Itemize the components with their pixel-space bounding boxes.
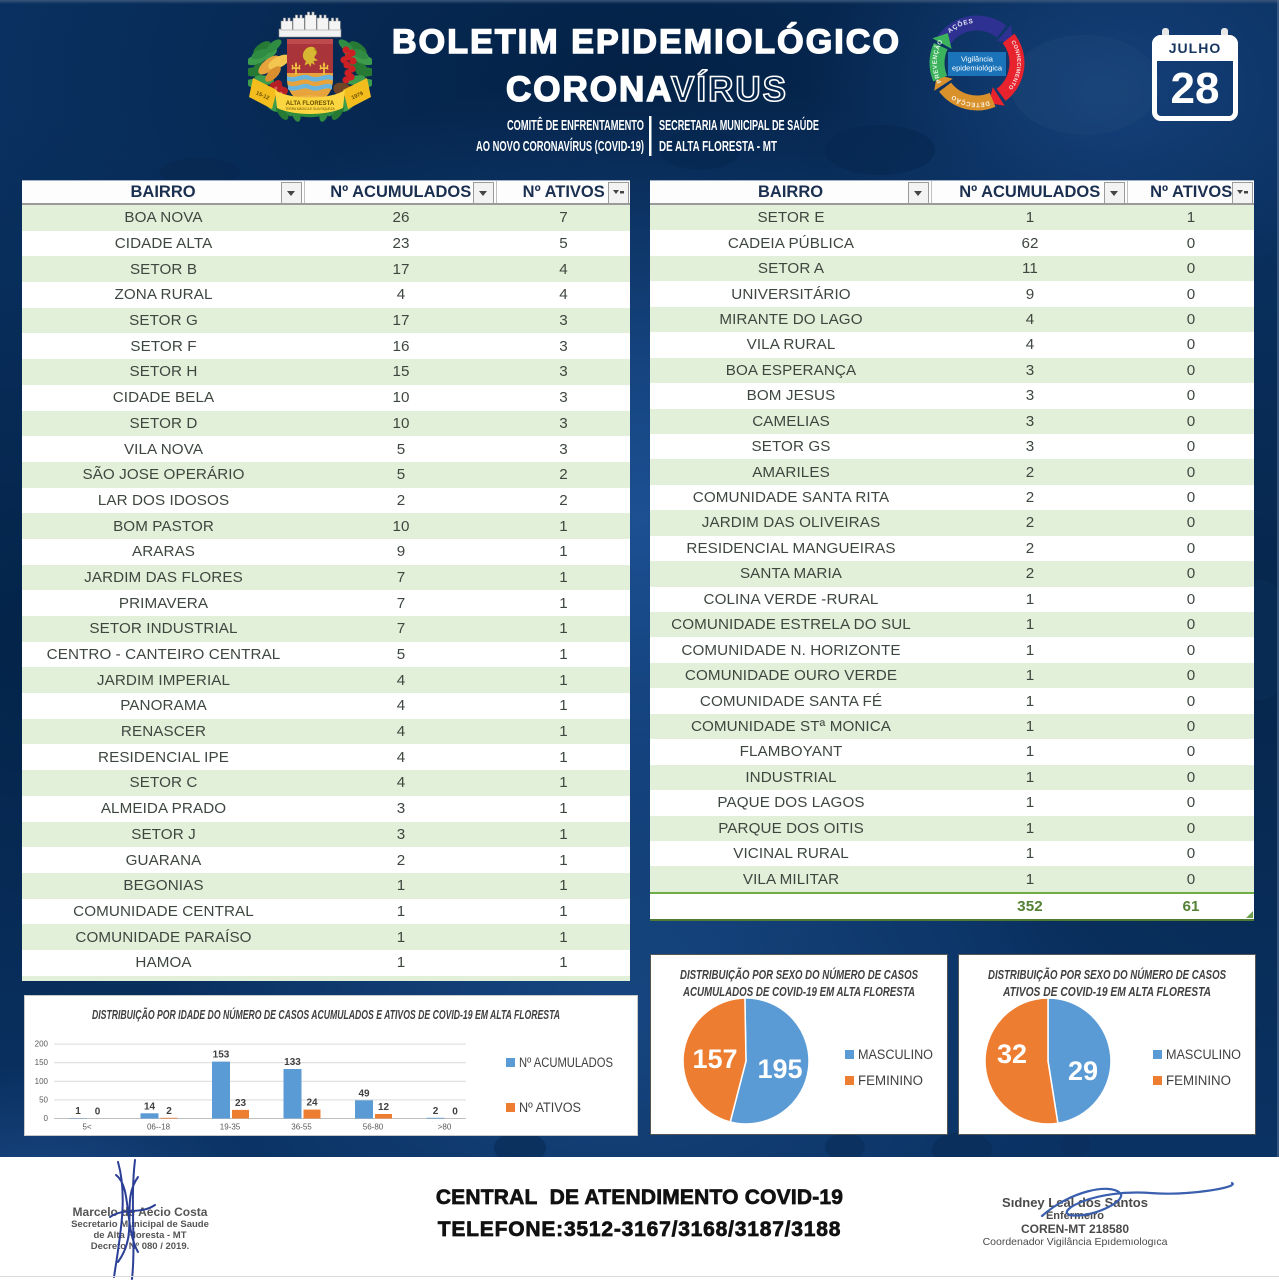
svg-text:DISTRIBUIÇÃO POR SEXO DO NÚMER: DISTRIBUIÇÃO POR SEXO DO NÚMERO DE CASOS bbox=[680, 967, 918, 982]
svg-text:2: 2 bbox=[166, 1106, 172, 1117]
svg-text:DISTRIBUIÇÃO POR SEXO DO NÚMER: DISTRIBUIÇÃO POR SEXO DO NÚMERO DE CASOS bbox=[988, 967, 1226, 982]
svg-text:SECRETARIA MUNICIPAL DE SAÚDE: SECRETARIA MUNICIPAL DE SAÚDE bbox=[659, 116, 819, 134]
svg-text:2: 2 bbox=[433, 1106, 439, 1117]
svg-text:1: 1 bbox=[75, 1106, 81, 1117]
svg-text:epidemiológica: epidemiológica bbox=[952, 64, 1003, 73]
svg-text:14: 14 bbox=[144, 1101, 156, 1112]
svg-text:ACUMULADOS DE COVID-19 EM ALTA: ACUMULADOS DE COVID-19 EM ALTA FLORESTA bbox=[682, 984, 915, 999]
svg-text:Nº ATIVOS: Nº ATIVOS bbox=[519, 1100, 581, 1115]
svg-text:06--18: 06--18 bbox=[147, 1123, 171, 1132]
svg-text:>80: >80 bbox=[438, 1123, 452, 1132]
svg-text:24: 24 bbox=[306, 1098, 318, 1109]
svg-text:23: 23 bbox=[235, 1098, 247, 1109]
svg-text:ATIVOS DE COVID-19 EM ALTA FLO: ATIVOS DE COVID-19 EM ALTA FLORESTA bbox=[1002, 984, 1211, 999]
svg-text:TERRA MÁGICA E SUA RIQUEZA: TERRA MÁGICA E SUA RIQUEZA bbox=[285, 107, 335, 111]
svg-text:DE ALTA FLORESTA - MT: DE ALTA FLORESTA - MT bbox=[659, 138, 777, 155]
svg-text:50: 50 bbox=[39, 1095, 48, 1104]
svg-text:32: 32 bbox=[997, 1039, 1027, 1069]
svg-text:29: 29 bbox=[1068, 1056, 1098, 1086]
svg-text:FEMININO: FEMININO bbox=[858, 1073, 923, 1088]
svg-text:0: 0 bbox=[95, 1107, 101, 1118]
svg-text:DISTRIBUIÇÃO POR IDADE DO NÚME: DISTRIBUIÇÃO POR IDADE DO NÚMERO DE CASO… bbox=[92, 1007, 560, 1022]
svg-text:200: 200 bbox=[35, 1040, 49, 1049]
svg-text:MASCULINO: MASCULINO bbox=[858, 1047, 933, 1062]
svg-text:COMITÊ DE ENFRENTAMENTO: COMITÊ DE ENFRENTAMENTO bbox=[507, 116, 644, 134]
svg-text:49: 49 bbox=[358, 1088, 370, 1099]
svg-text:ALTA FLORESTA: ALTA FLORESTA bbox=[286, 101, 335, 107]
svg-text:5<: 5< bbox=[82, 1123, 91, 1132]
svg-text:0: 0 bbox=[44, 1114, 49, 1123]
svg-text:FEMININO: FEMININO bbox=[1166, 1073, 1231, 1088]
svg-text:195: 195 bbox=[757, 1054, 802, 1084]
svg-text:12: 12 bbox=[378, 1102, 390, 1113]
svg-text:MASCULINO: MASCULINO bbox=[1166, 1047, 1241, 1062]
svg-text:133: 133 bbox=[284, 1057, 301, 1068]
svg-text:15-12: 15-12 bbox=[255, 90, 270, 101]
svg-text:36-55: 36-55 bbox=[291, 1123, 312, 1132]
svg-text:Vigilância: Vigilância bbox=[961, 55, 994, 64]
svg-text:150: 150 bbox=[35, 1058, 49, 1067]
svg-text:153: 153 bbox=[213, 1050, 230, 1061]
svg-text:Nº ACUMULADOS: Nº ACUMULADOS bbox=[519, 1055, 613, 1070]
svg-text:0: 0 bbox=[452, 1107, 458, 1118]
svg-text:100: 100 bbox=[35, 1077, 49, 1086]
svg-text:19-35: 19-35 bbox=[220, 1123, 241, 1132]
svg-text:AO NOVO CORONAVÍRUS (COVID-19): AO NOVO CORONAVÍRUS (COVID-19) bbox=[476, 138, 644, 155]
svg-text:157: 157 bbox=[692, 1044, 737, 1074]
svg-text:1979: 1979 bbox=[351, 91, 365, 101]
svg-text:56-80: 56-80 bbox=[363, 1123, 384, 1132]
